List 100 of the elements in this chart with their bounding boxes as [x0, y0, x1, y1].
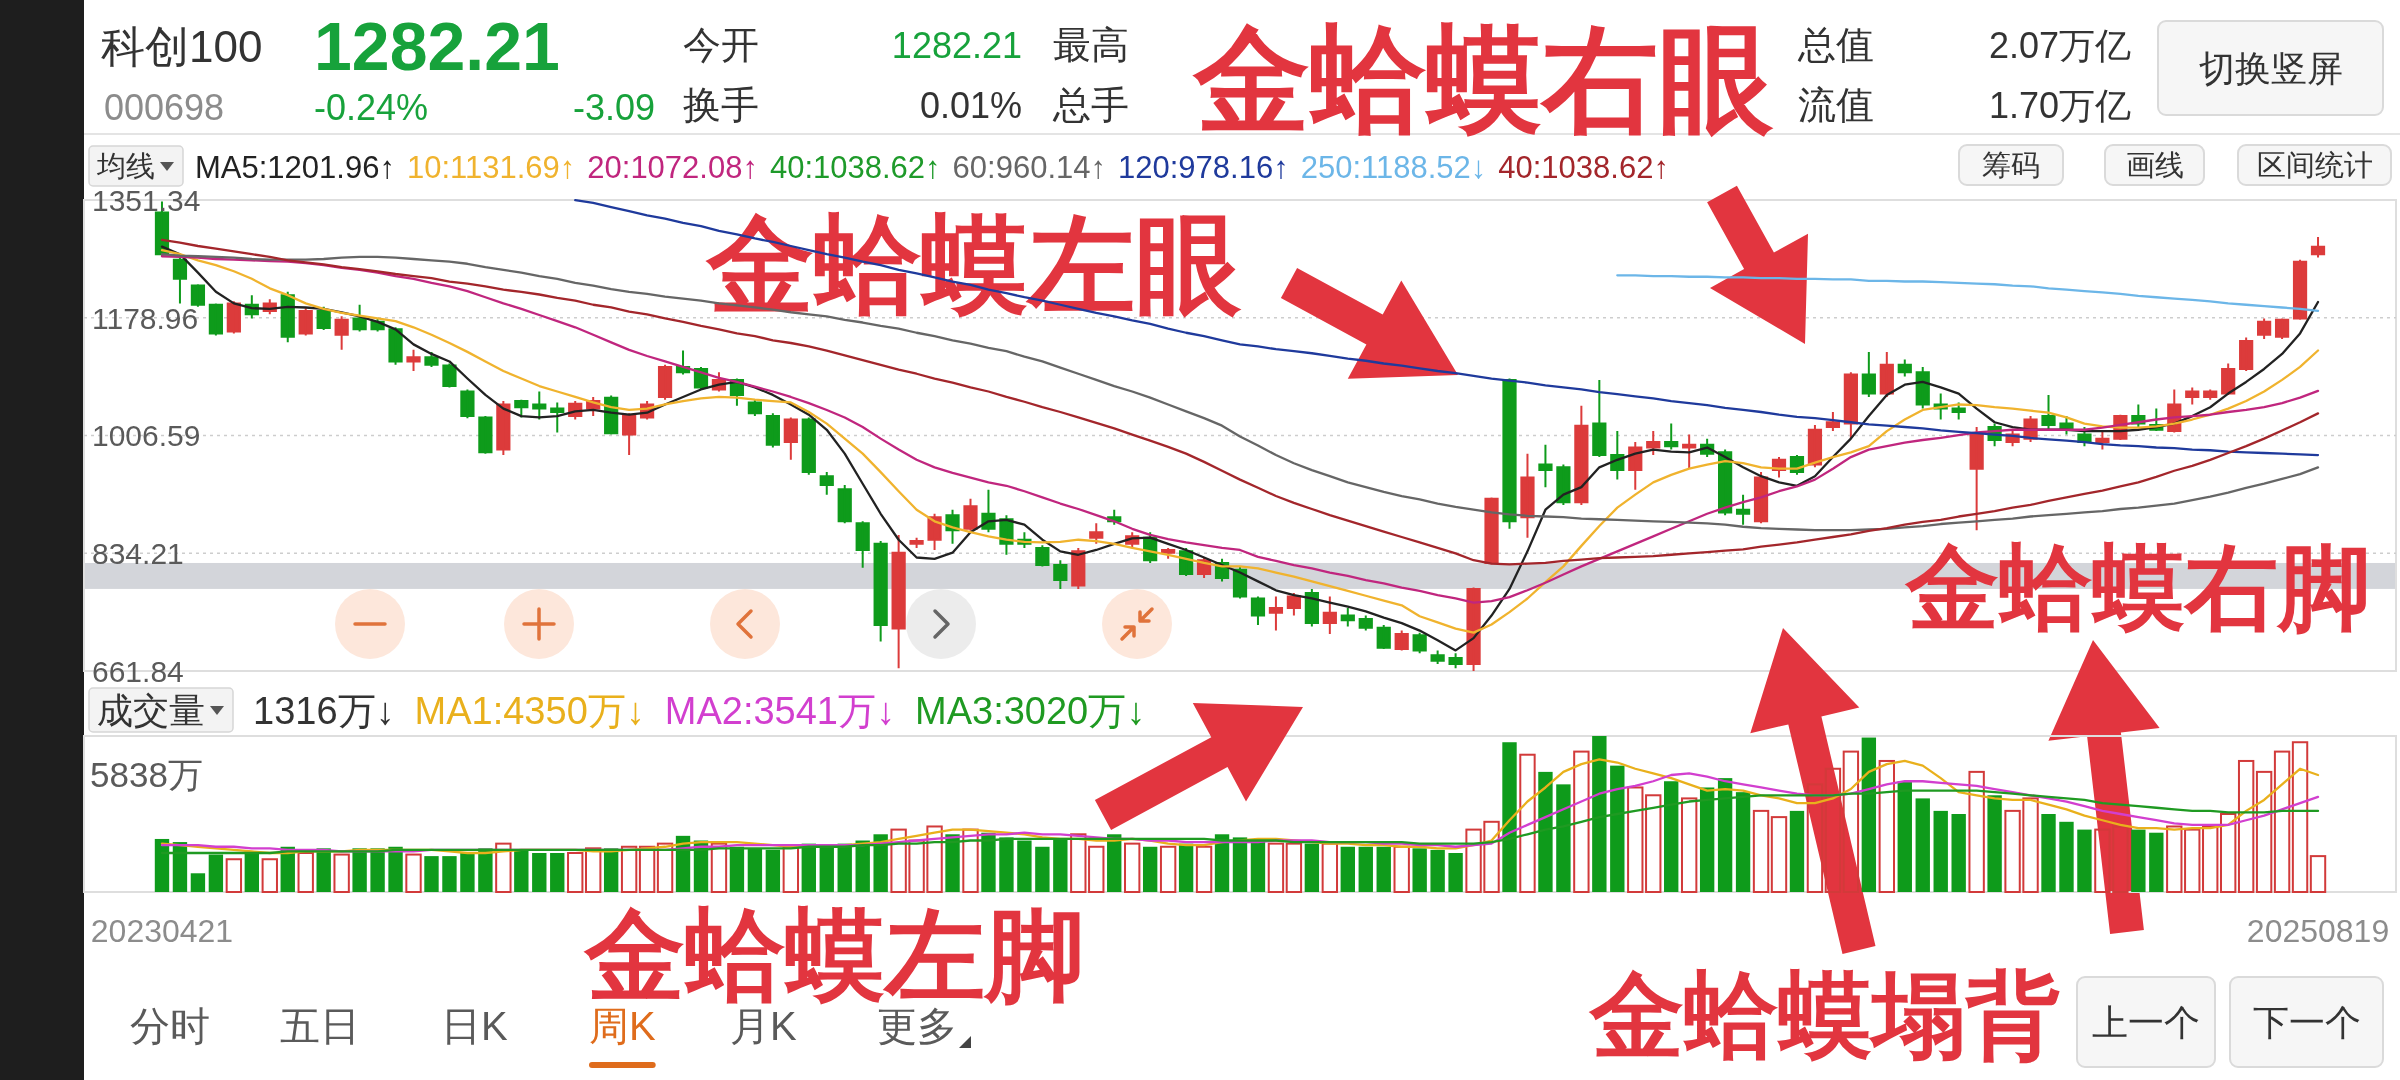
bar [2291, 741, 2309, 893]
candlestick [1843, 371, 1858, 440]
bar [1806, 783, 1824, 893]
candlestick [855, 520, 870, 569]
candlestick [1861, 350, 1876, 398]
candlestick [1538, 443, 1553, 489]
candlestick [190, 283, 206, 308]
bar [208, 854, 224, 892]
bar [2220, 813, 2237, 893]
bar [1770, 816, 1788, 893]
candlestick [963, 497, 978, 532]
bar [765, 849, 781, 892]
bar [1842, 750, 1860, 893]
bar [945, 834, 960, 892]
bar [550, 853, 565, 892]
chart-title: 成交量 [97, 689, 205, 731]
bar [747, 848, 763, 892]
button: 切换竖屏 [2157, 20, 2384, 116]
candlestick [819, 471, 834, 496]
bar [1627, 786, 1644, 893]
text: 分时 [130, 1004, 210, 1048]
bar [1035, 846, 1050, 892]
bar [514, 849, 529, 892]
text: 日K [441, 1004, 508, 1048]
bar [190, 873, 206, 892]
text: 1.70万亿 [1988, 85, 2131, 126]
bar [1824, 767, 1842, 893]
chart-title: 均线 [96, 150, 155, 183]
candlestick [2239, 336, 2254, 373]
text: -3.09 [572, 87, 655, 128]
bar [1610, 765, 1625, 892]
candlestick [496, 400, 511, 457]
candlestick [1358, 614, 1373, 632]
candlestick [1682, 433, 1697, 470]
candlestick [1502, 377, 1517, 530]
button: 区间统计 [2237, 144, 2392, 186]
bar [154, 838, 170, 892]
bar [1752, 809, 1770, 893]
bar [1556, 784, 1571, 892]
candlestick [1735, 493, 1751, 526]
bar [333, 853, 350, 893]
candlestick [1376, 624, 1391, 651]
candlestick [622, 412, 637, 457]
y-tick-label: 1178.96 [92, 301, 199, 335]
bar [1592, 736, 1607, 892]
line-series [574, 199, 2320, 457]
bar [261, 858, 278, 893]
candlestick [1250, 595, 1266, 627]
legend: MA1:4350万↓ MA2:3541万↓ MA3:3020万↓ [414, 690, 1146, 732]
bar [1915, 798, 1930, 892]
bar [1393, 845, 1410, 893]
candlestick [1879, 350, 1894, 398]
text: 月K [730, 1004, 797, 1048]
bar [1142, 846, 1158, 892]
text: 总手 [1052, 84, 1129, 126]
candlestick [2257, 317, 2272, 340]
candlestick [1053, 559, 1068, 590]
annotation: 5838万 [90, 755, 203, 794]
bar [1053, 838, 1068, 892]
candlestick [2274, 317, 2290, 340]
bar [1250, 840, 1266, 892]
text: 五日 [280, 1004, 360, 1048]
candlestick [1574, 404, 1589, 506]
text: -0.24% [314, 87, 429, 128]
y-tick-label: 661.84 [92, 654, 184, 688]
bar [2059, 821, 2074, 892]
bar [424, 856, 439, 892]
bar [1304, 843, 1320, 892]
candlestick [2221, 362, 2236, 396]
bar [567, 852, 584, 893]
bar [1538, 771, 1553, 892]
text: 更多 [877, 1004, 957, 1048]
bar [1232, 837, 1248, 892]
button: 画线 [2104, 144, 2205, 186]
bar [1680, 797, 1698, 893]
candlestick [783, 416, 798, 461]
bar [1502, 742, 1517, 892]
bar [999, 837, 1014, 892]
candlestick [1430, 649, 1445, 666]
bar [1933, 810, 1948, 892]
bar [1987, 795, 2002, 892]
y-tick-label: 1006.59 [92, 419, 201, 453]
line-series [1616, 274, 2320, 313]
button: 上一个 [2076, 976, 2216, 1068]
bar [1017, 840, 1032, 892]
candlestick [532, 390, 547, 421]
candlestick [1520, 452, 1535, 539]
bar [1088, 845, 1105, 893]
candlestick [2203, 388, 2218, 401]
button: 筹码 [1958, 144, 2064, 186]
bar [1448, 853, 1463, 892]
bar [1340, 846, 1355, 892]
bar [1321, 842, 1339, 893]
bar [316, 848, 331, 892]
candlestick [352, 303, 367, 333]
bar [1735, 792, 1751, 892]
bar [405, 853, 422, 893]
bar [1214, 834, 1230, 892]
candlestick [1897, 358, 1912, 378]
button: 下一个 [2229, 976, 2384, 1068]
